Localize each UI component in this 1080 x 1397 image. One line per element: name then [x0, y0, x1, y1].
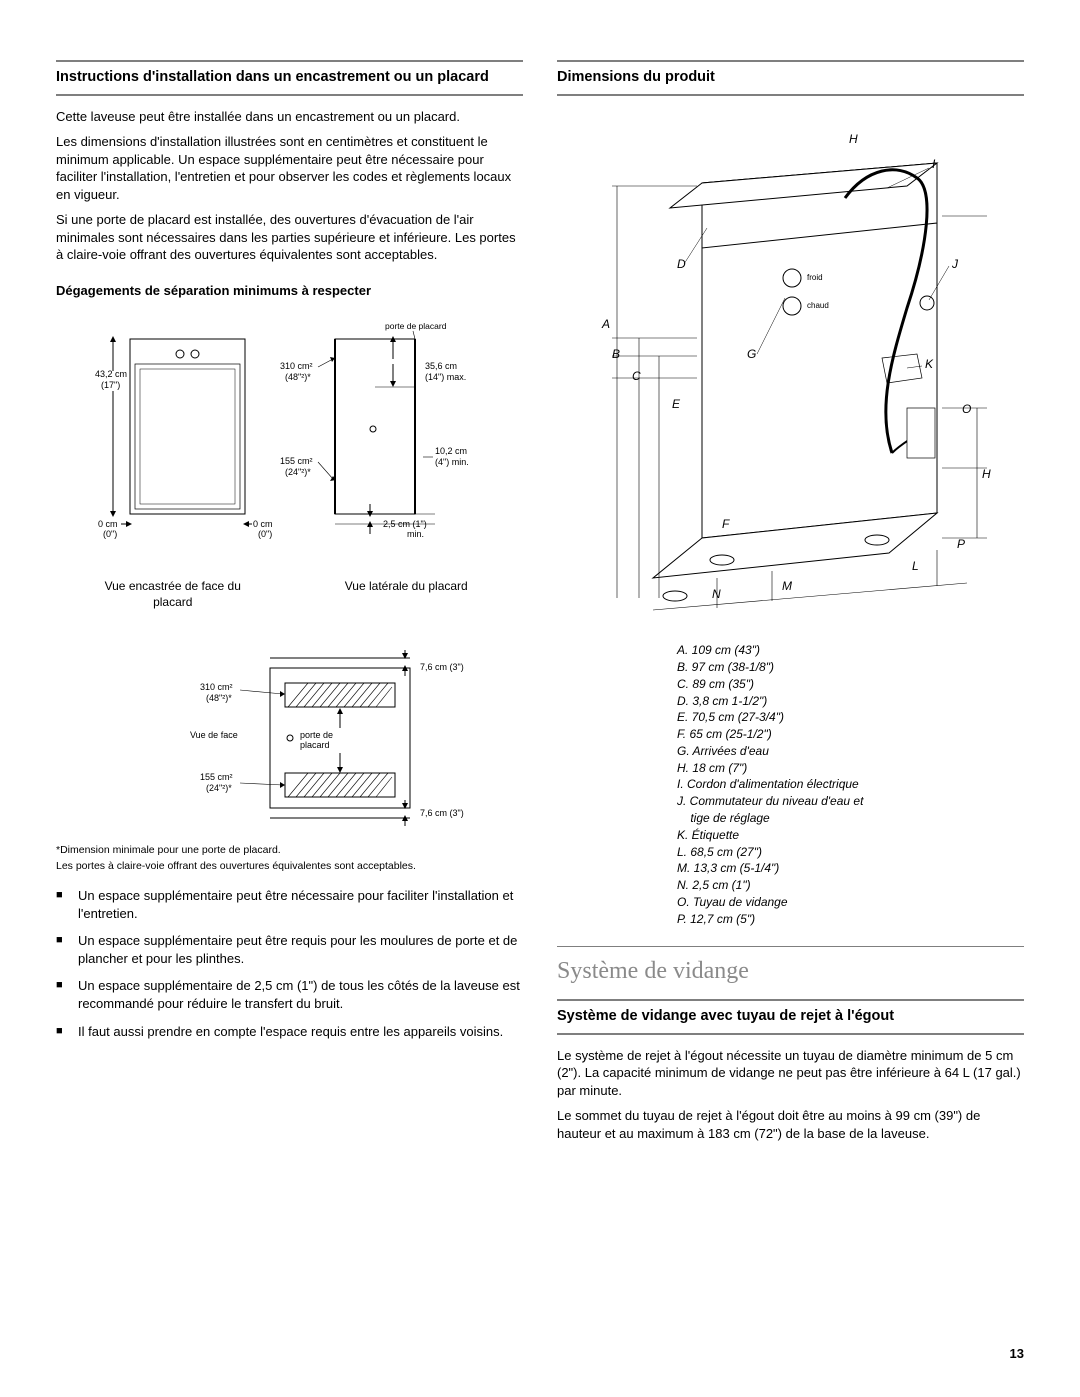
- svg-text:(0"): (0"): [103, 529, 117, 539]
- svg-text:L: L: [912, 559, 919, 573]
- svg-text:(48"²)*: (48"²)*: [206, 693, 232, 703]
- drain-title: Système de vidange avec tuyau de rejet à…: [557, 1007, 1024, 1027]
- dim-c: C. 89 cm (35"): [677, 676, 1024, 693]
- right-rule-bot: [557, 94, 1024, 96]
- svg-text:N: N: [712, 587, 721, 601]
- left-rule-bot: [56, 94, 523, 96]
- svg-text:155 cm²: 155 cm²: [280, 456, 313, 466]
- left-sub1: Dégagements de séparation minimums à res…: [56, 282, 523, 300]
- svg-text:7,6 cm (3"): 7,6 cm (3"): [420, 808, 464, 818]
- svg-text:D: D: [677, 257, 686, 271]
- right-section-header: Dimensions du produit: [557, 60, 1024, 88]
- svg-text:M: M: [782, 579, 792, 593]
- svg-text:O: O: [962, 402, 971, 416]
- dim-p: P. 12,7 cm (5"): [677, 911, 1024, 928]
- left-p3: Si une porte de placard est installée, d…: [56, 211, 523, 264]
- product-dimensions-diagram: froid chaud: [557, 108, 1024, 633]
- dim-f: F. 65 cm (25-1/2"): [677, 726, 1024, 743]
- dim-k: K. Étiquette: [677, 827, 1024, 844]
- svg-text:G: G: [747, 347, 756, 361]
- dim-a: A. 109 cm (43"): [677, 642, 1024, 659]
- svg-text:155 cm²: 155 cm²: [200, 772, 233, 782]
- svg-text:Vue de face: Vue de face: [190, 730, 238, 740]
- svg-text:310 cm²: 310 cm²: [280, 361, 313, 371]
- drain-p2: Le sommet du tuyau de rejet à l'égout do…: [557, 1107, 1024, 1142]
- svg-text:(4") min.: (4") min.: [435, 457, 469, 467]
- drain-head: Système de vidange: [557, 955, 1024, 987]
- footnote-2: Les portes à claire-voie offrant des ouv…: [56, 859, 523, 873]
- dim-o: O. Tuyau de vidange: [677, 894, 1024, 911]
- svg-text:H: H: [849, 132, 858, 146]
- svg-text:310 cm²: 310 cm²: [200, 682, 233, 692]
- cap-left: Vue encastrée de face du placard: [88, 578, 258, 610]
- left-section-header: Instructions d'installation dans un enca…: [56, 60, 523, 88]
- dim-n: N. 2,5 cm (1"): [677, 877, 1024, 894]
- svg-text:0 cm: 0 cm: [98, 519, 118, 529]
- svg-text:35,6 cm: 35,6 cm: [425, 361, 457, 371]
- left-p2: Les dimensions d'installation illustrées…: [56, 133, 523, 203]
- drain-p1: Le système de rejet à l'égout nécessite …: [557, 1047, 1024, 1100]
- svg-text:chaud: chaud: [807, 301, 829, 310]
- dimensions-list: A. 109 cm (43") B. 97 cm (38-1/8") C. 89…: [677, 642, 1024, 928]
- clearance-diagram-2: 310 cm² (48"²)* 155 cm² (24"²)* Vue de f…: [56, 628, 523, 833]
- svg-text:43,2 cm: 43,2 cm: [95, 369, 127, 379]
- drain-section-header: Système de vidange avec tuyau de rejet à…: [557, 999, 1024, 1027]
- svg-text:2,5 cm (1"): 2,5 cm (1"): [383, 519, 427, 529]
- svg-text:F: F: [722, 517, 730, 531]
- footnote-1: *Dimension minimale pour une porte de pl…: [56, 843, 523, 857]
- svg-text:7,6 cm (3"): 7,6 cm (3"): [420, 662, 464, 672]
- dim-j1: J. Commutateur du niveau d'eau et: [677, 793, 1024, 810]
- svg-text:(17"): (17"): [101, 380, 120, 390]
- dim-l: L. 68,5 cm (27"): [677, 844, 1024, 861]
- svg-text:(24"²)*: (24"²)*: [285, 467, 311, 477]
- left-p1: Cette laveuse peut être installée dans u…: [56, 108, 523, 126]
- dim-b: B. 97 cm (38-1/8"): [677, 659, 1024, 676]
- dim-e: E. 70,5 cm (27-3/4"): [677, 709, 1024, 726]
- dim-m: M. 13,3 cm (5-1/4"): [677, 860, 1024, 877]
- svg-text:(0"): (0"): [258, 529, 272, 539]
- right-title: Dimensions du produit: [557, 68, 1024, 88]
- dim-i: I. Cordon d'alimentation électrique: [677, 776, 1024, 793]
- left-title: Instructions d'installation dans un enca…: [56, 68, 523, 88]
- svg-text:C: C: [632, 369, 641, 383]
- svg-text:E: E: [672, 397, 681, 411]
- dim-g: G. Arrivées d'eau: [677, 743, 1024, 760]
- svg-text:froid: froid: [807, 273, 823, 282]
- page-number: 13: [1010, 1345, 1024, 1363]
- svg-text:(24"²)*: (24"²)*: [206, 783, 232, 793]
- svg-text:P: P: [957, 537, 965, 551]
- svg-text:0 cm: 0 cm: [253, 519, 273, 529]
- bullet-4: Il faut aussi prendre en compte l'espace…: [78, 1023, 523, 1041]
- svg-text:10,2 cm: 10,2 cm: [435, 446, 467, 456]
- svg-text:min.: min.: [407, 529, 424, 539]
- svg-text:porte de: porte de: [300, 730, 333, 740]
- svg-text:placard: placard: [300, 740, 330, 750]
- dim-j2: tige de réglage: [677, 810, 1024, 827]
- svg-text:K: K: [925, 357, 934, 371]
- cap-right: Vue latérale du placard: [321, 578, 491, 610]
- svg-text:J: J: [951, 257, 959, 271]
- drain-rule-bot: [557, 1033, 1024, 1035]
- bullet-1: Un espace supplémentaire peut être néces…: [78, 887, 523, 922]
- bullet-2: Un espace supplémentaire peut être requi…: [78, 932, 523, 967]
- svg-text:B: B: [612, 347, 620, 361]
- bullet-list: Un espace supplémentaire peut être néces…: [56, 887, 523, 1040]
- thin-rule: [557, 946, 1024, 947]
- dim-h: H. 18 cm (7"): [677, 760, 1024, 777]
- svg-text:(14") max.: (14") max.: [425, 372, 466, 382]
- svg-text:H: H: [982, 467, 991, 481]
- svg-text:porte de placard: porte de placard: [385, 321, 447, 331]
- svg-text:A: A: [601, 317, 610, 331]
- dim-d: D. 3,8 cm 1-1/2"): [677, 693, 1024, 710]
- clearance-diagram-1: 43,2 cm (17") 0 cm (0") 0 cm (0"): [56, 309, 523, 610]
- svg-text:(48"²)*: (48"²)*: [285, 372, 311, 382]
- bullet-3: Un espace supplémentaire de 2,5 cm (1") …: [78, 977, 523, 1012]
